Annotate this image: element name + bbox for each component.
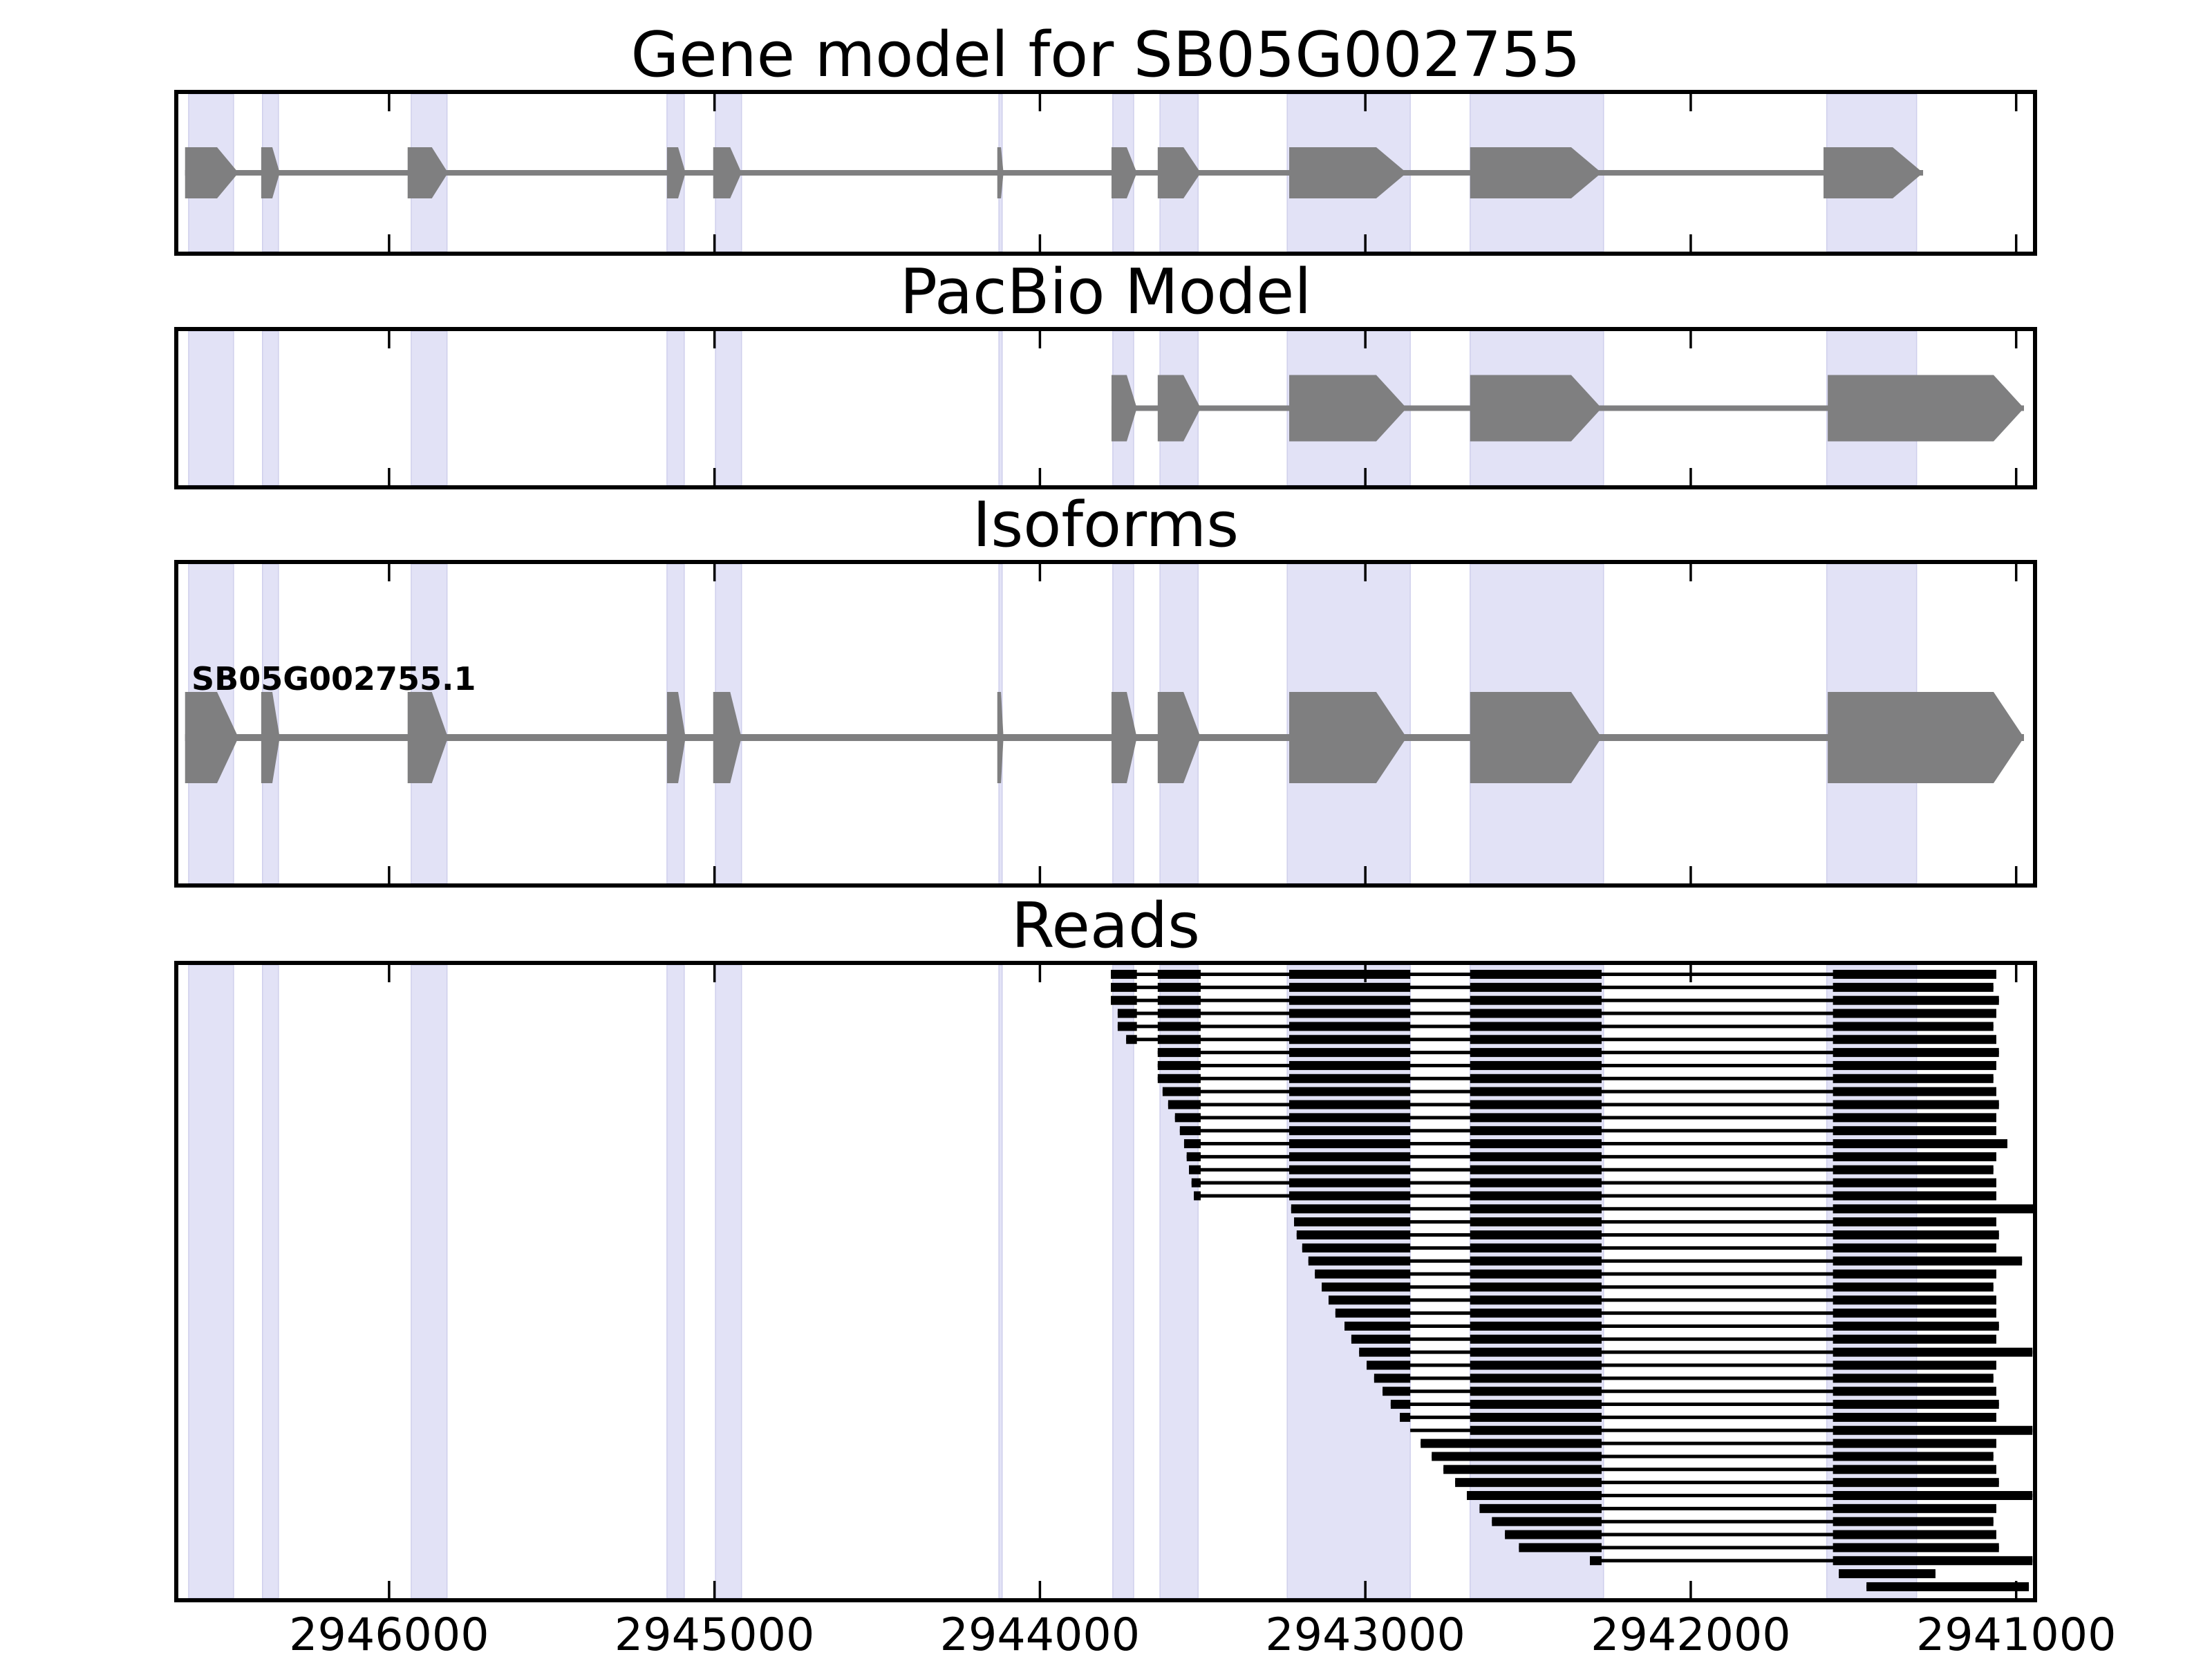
panel-title-gene-model: Gene model for SB05G002755 xyxy=(630,19,1580,91)
panel-title-isoforms: Isoforms xyxy=(973,489,1239,561)
isoform-name-label: SB05G002755.1 xyxy=(191,660,476,697)
x-tick-label: 2946000 xyxy=(289,1609,489,1659)
panel-title-pacbio-model: PacBio Model xyxy=(900,256,1312,328)
x-tick-labels: 2946000 2945000 2944000 2943000 2942000 … xyxy=(289,1609,2116,1659)
x-tick-label: 2944000 xyxy=(940,1609,1141,1659)
x-tick-label: 2943000 xyxy=(1265,1609,1465,1659)
x-tick-label: 2945000 xyxy=(615,1609,815,1659)
axis-tick-marks xyxy=(388,94,2018,1598)
gene-tracks xyxy=(185,147,2024,783)
panel-title-reads: Reads xyxy=(1011,890,1200,962)
x-tick-label: 2942000 xyxy=(1591,1609,1791,1659)
panel-borders xyxy=(174,90,2037,1602)
x-tick-label: 2941000 xyxy=(1916,1609,2117,1659)
read-alignments xyxy=(1111,970,2036,1591)
